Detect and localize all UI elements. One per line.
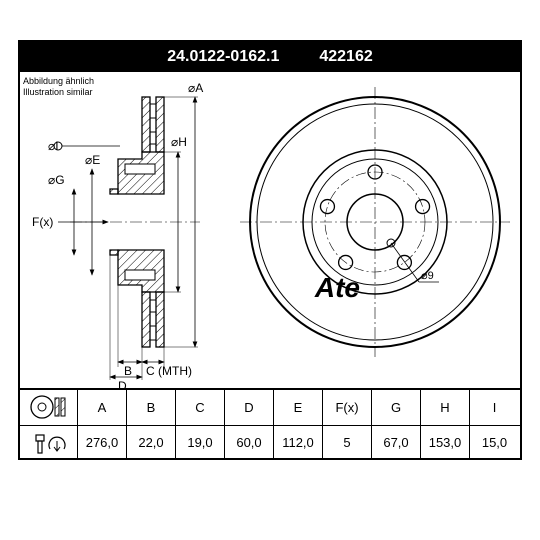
header-bar: 24.0122-0162.1 422162 — [20, 42, 520, 72]
val-I: 15,0 — [470, 426, 519, 461]
col-B: B — [127, 390, 176, 425]
val-C: 19,0 — [176, 426, 225, 461]
val-B: 22,0 — [127, 426, 176, 461]
val-F: 5 — [323, 426, 372, 461]
svg-text:⌀A: ⌀A — [188, 81, 203, 95]
svg-text:⌀E: ⌀E — [85, 153, 100, 167]
col-A: A — [78, 390, 127, 425]
svg-text:⌀G: ⌀G — [48, 173, 65, 187]
col-E: E — [274, 390, 323, 425]
val-G: 67,0 — [372, 426, 421, 461]
side-view: ⌀A ⌀H ⌀E ⌀G ⌀I F(x) B — [32, 81, 203, 388]
svg-text:C (MTH): C (MTH) — [146, 364, 192, 378]
svg-text:⌀H: ⌀H — [171, 135, 187, 149]
drawing-area: ⌀9 — [20, 72, 520, 386]
col-I: I — [470, 390, 519, 425]
part-number: 24.0122-0162.1 — [167, 48, 279, 66]
val-D: 60,0 — [225, 426, 274, 461]
brand-logo: Ate — [315, 272, 360, 304]
col-D: D — [225, 390, 274, 425]
small-hole-label: ⌀9 — [421, 270, 434, 282]
val-E: 112,0 — [274, 426, 323, 461]
svg-text:F(x): F(x) — [32, 215, 53, 229]
spec-table: A B C D E F(x) G H I 276,0 22,0 19,0 — [18, 388, 522, 460]
svg-text:B: B — [124, 364, 132, 378]
part-code: 422162 — [319, 48, 372, 66]
disc-icon — [28, 393, 68, 421]
val-A: 276,0 — [78, 426, 127, 461]
disc-icon-cell — [18, 390, 78, 425]
svg-text:⌀I: ⌀I — [48, 139, 59, 153]
technical-drawing: ⌀9 — [20, 72, 524, 388]
bolt-icon-cell — [18, 426, 78, 461]
col-H: H — [421, 390, 470, 425]
front-view: ⌀9 — [240, 87, 510, 357]
val-H: 153,0 — [421, 426, 470, 461]
drawing-frame: 24.0122-0162.1 422162 Abbildung ähnlich … — [18, 40, 522, 460]
col-C: C — [176, 390, 225, 425]
col-F: F(x) — [323, 390, 372, 425]
table-value-row: 276,0 22,0 19,0 60,0 112,0 5 67,0 153,0 … — [18, 425, 522, 461]
bolt-icon — [28, 429, 68, 457]
svg-text:D: D — [118, 379, 127, 388]
col-G: G — [372, 390, 421, 425]
table-header-row: A B C D E F(x) G H I — [18, 390, 522, 425]
